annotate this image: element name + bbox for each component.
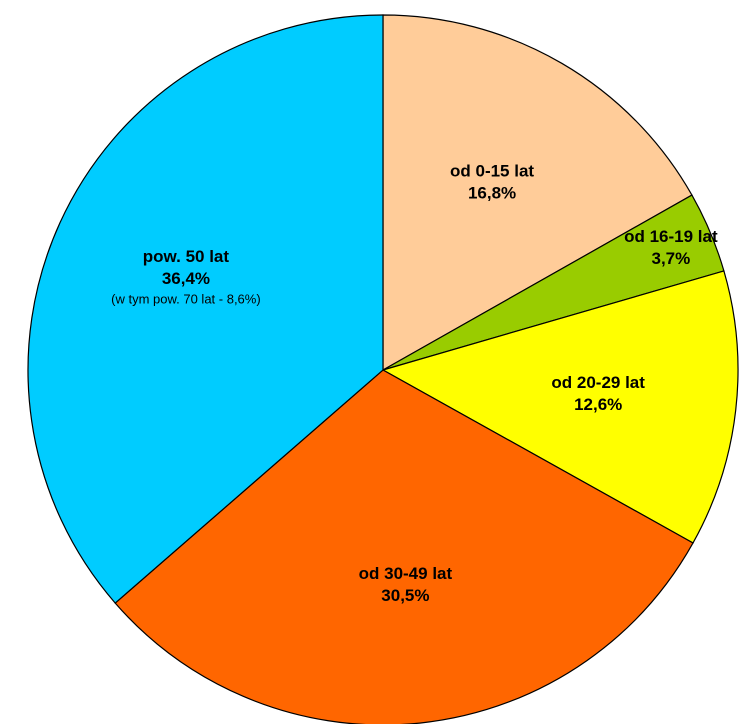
slice-label: od 0-15 lat [450, 161, 534, 180]
slice-label: od 20-29 lat [551, 373, 645, 392]
annotation: (w tym pow. 70 lat - 8,6%) [111, 292, 261, 307]
pie-slice [382, 14, 693, 372]
slice-label: pow. 50 lat [143, 247, 230, 266]
slice-value: 3,7% [651, 249, 690, 268]
pie-slice [381, 270, 739, 544]
pie-slice [114, 369, 694, 724]
slice-label: od 30-49 lat [359, 564, 453, 583]
slice-value: 30,5% [381, 586, 429, 605]
pie-slice [27, 14, 384, 604]
slice-label: od 16-19 lat [624, 227, 718, 246]
slice-value: 16,8% [468, 183, 516, 202]
slice-value: 36,4% [162, 269, 210, 288]
slice-value: 12,6% [574, 395, 622, 414]
